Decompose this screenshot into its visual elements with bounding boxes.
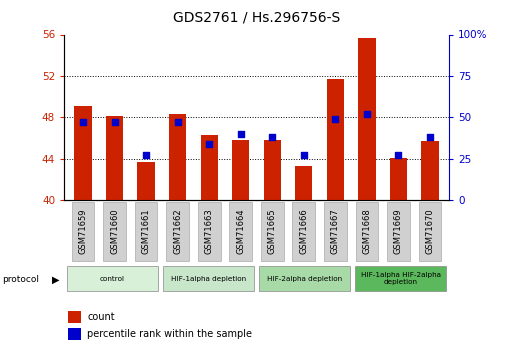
FancyBboxPatch shape — [261, 201, 284, 261]
Bar — [137, 162, 155, 200]
Text: protocol: protocol — [3, 275, 40, 284]
Bar — [232, 140, 249, 200]
Bar — [68, 310, 82, 323]
Text: GSM71659: GSM71659 — [78, 208, 88, 254]
FancyBboxPatch shape — [67, 266, 158, 291]
Text: GSM71668: GSM71668 — [362, 208, 371, 254]
Bar — [295, 166, 312, 200]
FancyBboxPatch shape — [387, 201, 410, 261]
FancyBboxPatch shape — [198, 201, 221, 261]
Bar — [390, 158, 407, 200]
Text: GSM71663: GSM71663 — [205, 208, 214, 254]
Point — [394, 152, 403, 158]
Text: count: count — [87, 312, 115, 322]
Point — [268, 135, 277, 140]
Bar — [169, 114, 186, 200]
Point — [426, 135, 434, 140]
Point — [110, 119, 119, 125]
Text: GSM71669: GSM71669 — [394, 208, 403, 254]
Text: HIF-1alpha HIF-2alpha
depletion: HIF-1alpha HIF-2alpha depletion — [361, 272, 441, 285]
FancyBboxPatch shape — [72, 201, 94, 261]
Text: GSM71662: GSM71662 — [173, 208, 182, 254]
FancyBboxPatch shape — [355, 266, 446, 291]
Point — [331, 116, 340, 122]
FancyBboxPatch shape — [229, 201, 252, 261]
Text: GSM71667: GSM71667 — [331, 208, 340, 254]
Bar — [201, 135, 218, 200]
Point — [300, 152, 308, 158]
Text: HIF-1alpha depletion: HIF-1alpha depletion — [171, 276, 246, 282]
Text: GSM71660: GSM71660 — [110, 208, 119, 254]
Text: GDS2761 / Hs.296756-S: GDS2761 / Hs.296756-S — [173, 10, 340, 24]
Point — [236, 131, 245, 137]
Bar — [264, 140, 281, 200]
Point — [79, 119, 87, 125]
Bar — [421, 141, 439, 200]
Bar — [358, 38, 376, 200]
Text: ▶: ▶ — [51, 275, 59, 284]
FancyBboxPatch shape — [419, 201, 441, 261]
FancyBboxPatch shape — [356, 201, 378, 261]
Bar — [106, 116, 123, 200]
Text: GSM71661: GSM71661 — [142, 208, 151, 254]
FancyBboxPatch shape — [103, 201, 126, 261]
Bar — [68, 328, 82, 340]
FancyBboxPatch shape — [163, 266, 254, 291]
Text: GSM71666: GSM71666 — [299, 208, 308, 254]
FancyBboxPatch shape — [166, 201, 189, 261]
Text: GSM71664: GSM71664 — [236, 208, 245, 254]
FancyBboxPatch shape — [259, 266, 350, 291]
Point — [205, 141, 213, 147]
Point — [363, 111, 371, 117]
Point — [142, 152, 150, 158]
Bar — [327, 79, 344, 200]
Text: percentile rank within the sample: percentile rank within the sample — [87, 329, 252, 339]
FancyBboxPatch shape — [135, 201, 157, 261]
Text: control: control — [100, 276, 125, 282]
FancyBboxPatch shape — [292, 201, 315, 261]
FancyBboxPatch shape — [324, 201, 347, 261]
Bar — [74, 106, 92, 200]
Text: GSM71670: GSM71670 — [425, 208, 435, 254]
Point — [173, 119, 182, 125]
Text: GSM71665: GSM71665 — [268, 208, 277, 254]
Text: HIF-2alpha depletion: HIF-2alpha depletion — [267, 276, 342, 282]
